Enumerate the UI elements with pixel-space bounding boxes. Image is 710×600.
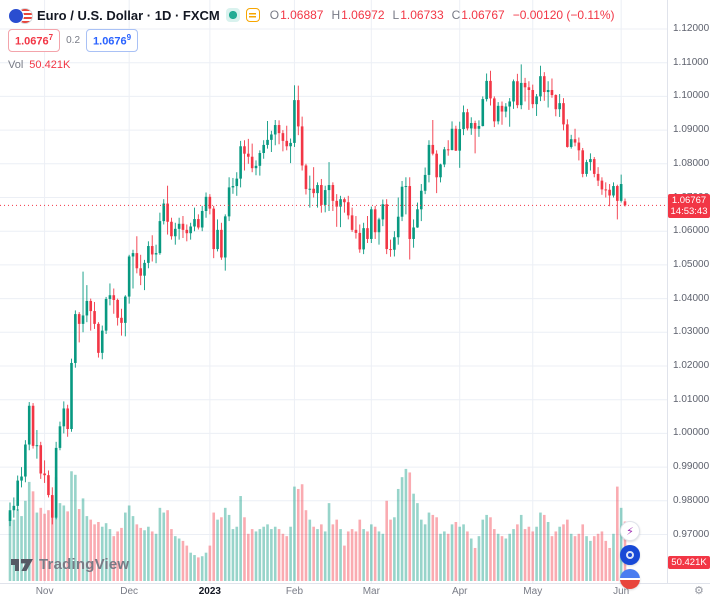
price-axis-label: 1.12000 (673, 23, 710, 34)
high-label: H (331, 8, 341, 22)
bar-countdown: 14:53:43 (670, 206, 708, 218)
time-axis-label: Feb (285, 586, 304, 597)
tradingview-logo-text: TradingView (39, 556, 130, 573)
close-value: 1.06767 (461, 8, 505, 22)
floating-buttons: ⚡ (620, 521, 640, 589)
volume-legend: Vol 50.421K (8, 59, 615, 71)
low-label: L (392, 8, 400, 22)
gear-icon[interactable]: ⚙ (694, 585, 704, 597)
open-value: 1.06887 (280, 8, 324, 22)
price-axis-label: 1.11000 (673, 56, 709, 68)
price-axis-label: 1.10000 (673, 90, 710, 102)
buy-price: 1.0676 (93, 35, 127, 48)
buy-button[interactable]: 1.06769 (86, 29, 139, 52)
time-axis[interactable]: Nov Dec 2023 Feb Mar Apr May Jun (0, 584, 710, 600)
price-axis-label: 1.01000 (673, 393, 710, 405)
time-axis-label: Jun (613, 586, 630, 597)
market-status-icon[interactable] (225, 8, 240, 22)
price-axis[interactable]: 1.120001.110001.100001.090001.080001.070… (668, 0, 710, 583)
price-axis-label: 1.09000 (673, 124, 710, 136)
time-axis-label: Nov (35, 586, 54, 597)
volume-label: Vol (8, 58, 24, 71)
eur-usd-pair-icon (8, 7, 33, 24)
quick-actions-icon[interactable] (245, 8, 260, 22)
time-axis-label: 2023 (198, 586, 221, 597)
close-label: C (451, 8, 461, 22)
price-axis-label: 1.02000 (673, 360, 710, 371)
price-axis-label: 0.98000 (673, 494, 710, 506)
price-axis-label: 1.05000 (673, 258, 710, 270)
time-axis-label: May (523, 586, 543, 597)
tradingview-logo[interactable]: TradingView (10, 556, 129, 573)
lightning-icon[interactable]: ⚡ (620, 521, 640, 541)
price-axis-separator (667, 0, 668, 583)
price-axis-label: 1.03000 (673, 326, 710, 338)
time-axis-separator (0, 583, 710, 584)
high-value: 1.06972 (341, 8, 385, 22)
price-axis-label: 0.99000 (673, 461, 710, 473)
ohlc-values: O1.06887 H1.06972 L1.06733 C1.06767 −0.0… (270, 8, 615, 22)
time-axis-label: Mar (362, 586, 380, 597)
broker-blue-icon[interactable] (620, 545, 640, 565)
chart-legend: Euro / U.S. Dollar · 1D · FXCM O1.06887 … (8, 6, 615, 71)
last-price-value: 1.06767 (671, 195, 707, 207)
price-axis-label: 1.08000 (673, 157, 710, 169)
buy-price-sup: 9 (126, 33, 132, 42)
price-axis-label: 1.04000 (673, 292, 710, 304)
price-axis-label: 0.97000 (673, 528, 710, 540)
change-value: −0.00120 (−0.11%) (512, 8, 615, 22)
volume-value: 50.421K (29, 58, 71, 71)
low-value: 1.06733 (400, 8, 444, 22)
sell-price-sup: 7 (48, 33, 54, 42)
time-axis-label: Dec (120, 586, 139, 597)
sell-button[interactable]: 1.06767 (8, 29, 61, 52)
time-axis-label: Apr (451, 586, 468, 597)
symbol-title[interactable]: Euro / U.S. Dollar · 1D · FXCM (37, 7, 220, 23)
price-axis-label: 1.00000 (673, 427, 710, 439)
sell-price: 1.0676 (15, 35, 49, 48)
open-label: O (269, 8, 280, 22)
tradingview-mark-icon (11, 558, 33, 571)
price-axis-label: 1.06000 (673, 225, 710, 237)
volume-axis-label: 50.421K (668, 556, 710, 569)
globe-icon[interactable] (620, 569, 640, 589)
last-price-label: 1.06767 14:53:43 (668, 194, 710, 219)
spread-value: 0.2 (66, 34, 81, 46)
